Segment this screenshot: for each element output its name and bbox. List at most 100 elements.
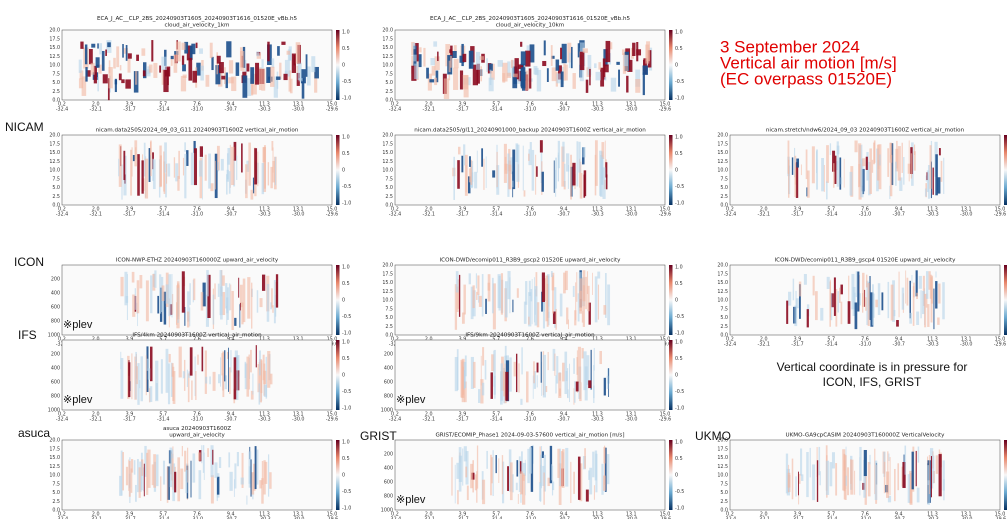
field-pattern [623, 55, 629, 67]
x-tick-label: -32.1 [423, 212, 435, 218]
colorbar-tick-label: 1.0 [342, 340, 350, 346]
panel-title: ECA_J_AC__CLP_2BS_20240903T1605_20240903… [97, 16, 298, 22]
field-pattern [849, 171, 853, 196]
x-tick-label: 0.2 [391, 337, 399, 343]
field-pattern [273, 76, 278, 98]
field-pattern [254, 148, 258, 185]
x-tick-label: -31.4 [157, 107, 169, 113]
x-tick-label: 7.6 [193, 102, 201, 108]
field-pattern [860, 158, 864, 198]
field-pattern [927, 304, 930, 327]
x-tick-label: -31.4 [157, 212, 169, 218]
x-tick-label: 0.2 [726, 337, 734, 343]
field-pattern [509, 462, 513, 501]
y-tick-label: 1000 [48, 333, 60, 339]
field-pattern [482, 347, 485, 366]
x-tick-label: 0.2 [391, 102, 399, 108]
field-pattern [144, 158, 149, 199]
field-pattern [516, 288, 519, 298]
field-pattern [289, 78, 293, 94]
field-pattern [840, 301, 843, 325]
field-pattern [239, 284, 243, 308]
field-pattern [78, 59, 82, 73]
field-pattern [567, 42, 572, 63]
x-tick-label: 2.0 [92, 337, 100, 343]
x-tick-label: 9.4 [560, 207, 568, 213]
field-pattern [257, 151, 259, 187]
model-label: GRIST [360, 429, 397, 443]
x-tick-label: -30.7 [558, 417, 570, 423]
field-pattern [795, 290, 797, 319]
colorbar-tick-label: 1.0 [675, 135, 683, 141]
field-pattern [101, 50, 105, 71]
field-pattern [883, 461, 886, 494]
field-pattern [895, 161, 897, 186]
field-pattern [847, 467, 850, 496]
field-pattern [301, 78, 305, 99]
y-tick-label: 5.0 [720, 185, 728, 191]
field-pattern [160, 476, 162, 501]
field-pattern [536, 302, 540, 328]
field-pattern [582, 48, 588, 53]
x-tick-label: 11.3 [592, 337, 603, 343]
field-pattern [795, 298, 799, 309]
x-tick-label: 15.0 [660, 102, 671, 108]
plot-area [729, 134, 1001, 206]
headline: Vertical air motion [m/s] [720, 53, 897, 72]
field-pattern [536, 362, 539, 373]
field-pattern [567, 165, 569, 189]
field-pattern [210, 183, 214, 192]
y-tick-label: 0.0 [52, 508, 60, 514]
field-pattern [148, 148, 151, 182]
field-pattern [520, 398, 523, 405]
field-pattern [212, 294, 215, 325]
field-pattern [242, 75, 248, 98]
x-tick-label: -31.4 [157, 417, 169, 423]
field-pattern [413, 54, 417, 62]
field-pattern [863, 459, 866, 498]
field-pattern [564, 163, 566, 187]
x-tick-label: 5.7 [159, 207, 167, 213]
field-pattern [835, 288, 838, 327]
field-pattern [533, 371, 537, 389]
field-pattern [865, 156, 868, 170]
panel-title: upward_air_velocity [169, 433, 225, 439]
field-pattern [800, 164, 802, 176]
x-tick-label: -29.6 [326, 107, 338, 113]
field-pattern [568, 363, 571, 403]
field-pattern [541, 451, 544, 458]
field-pattern [198, 452, 201, 461]
x-tick-label: 9.4 [227, 102, 235, 108]
field-pattern [258, 383, 261, 405]
field-pattern [266, 283, 270, 322]
field-pattern [159, 65, 162, 73]
field-pattern [192, 70, 197, 83]
colorbar-tick-label: -0.5 [675, 184, 684, 190]
field-pattern [527, 448, 530, 484]
field-pattern [226, 287, 229, 320]
field-pattern [228, 452, 231, 468]
field-pattern [468, 168, 472, 183]
y-tick-label: 400 [384, 366, 393, 372]
field-pattern [167, 363, 171, 405]
field-pattern [250, 189, 254, 200]
field-pattern [276, 71, 279, 89]
field-pattern [199, 48, 203, 54]
field-pattern [146, 452, 149, 495]
field-pattern [261, 274, 266, 291]
field-pattern [602, 58, 606, 80]
field-pattern [561, 43, 567, 64]
field-pattern [925, 293, 928, 308]
field-pattern [189, 283, 191, 305]
plot-area [61, 439, 333, 511]
field-pattern [228, 171, 231, 194]
field-pattern [180, 468, 184, 490]
x-tick-label: 13.1 [626, 102, 637, 108]
field-pattern [474, 171, 478, 189]
field-pattern [490, 454, 492, 496]
field-pattern [149, 386, 153, 402]
field-pattern [599, 150, 602, 196]
field-pattern [123, 150, 126, 181]
x-tick-label: -30.7 [225, 417, 237, 423]
field-pattern [543, 472, 545, 505]
